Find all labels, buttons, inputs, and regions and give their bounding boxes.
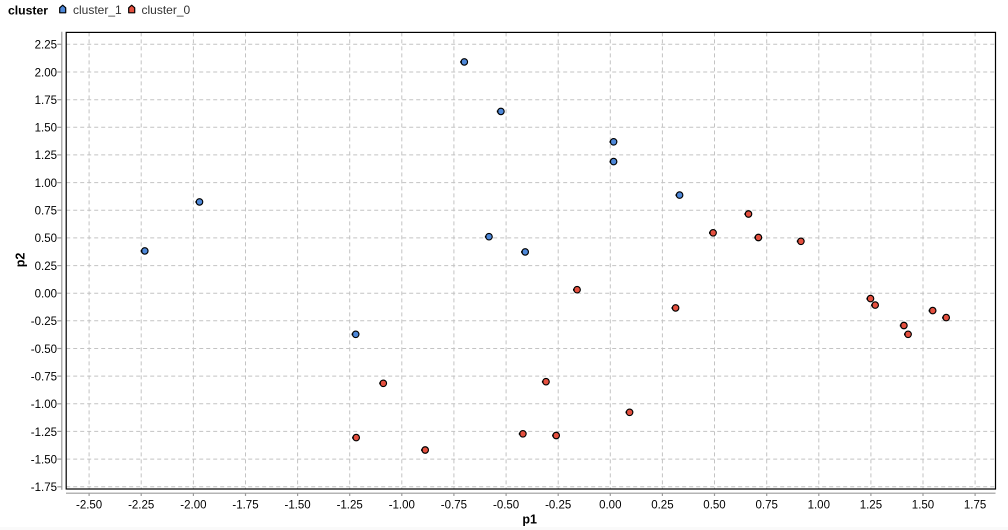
svg-text:-1.75: -1.75 (31, 482, 57, 494)
svg-text:-0.50: -0.50 (493, 500, 519, 512)
svg-text:-1.50: -1.50 (31, 454, 57, 466)
svg-text:1.75: 1.75 (35, 95, 57, 107)
svg-text:0.75: 0.75 (35, 206, 57, 218)
svg-text:1.25: 1.25 (860, 500, 882, 512)
svg-text:-2.50: -2.50 (76, 500, 102, 512)
svg-text:1.00: 1.00 (35, 178, 57, 190)
svg-text:-1.25: -1.25 (337, 500, 363, 512)
svg-text:1.00: 1.00 (808, 500, 830, 512)
svg-text:cluster_0: cluster_0 (142, 3, 191, 17)
svg-text:-1.00: -1.00 (31, 399, 57, 411)
svg-text:0.00: 0.00 (35, 289, 57, 301)
svg-text:p2: p2 (14, 253, 28, 268)
svg-text:-2.00: -2.00 (180, 500, 206, 512)
svg-text:1.50: 1.50 (35, 123, 57, 135)
svg-text:0.25: 0.25 (651, 500, 673, 512)
svg-text:0.75: 0.75 (756, 500, 778, 512)
svg-text:-0.25: -0.25 (545, 500, 571, 512)
svg-text:0.50: 0.50 (35, 233, 57, 245)
svg-text:-0.75: -0.75 (441, 500, 467, 512)
svg-text:0.25: 0.25 (35, 261, 57, 273)
svg-text:0.00: 0.00 (599, 500, 621, 512)
svg-text:-1.75: -1.75 (232, 500, 258, 512)
svg-text:cluster_1: cluster_1 (73, 3, 122, 17)
svg-text:0.50: 0.50 (703, 500, 725, 512)
svg-text:-2.25: -2.25 (128, 500, 154, 512)
svg-text:1.50: 1.50 (912, 500, 934, 512)
svg-text:2.25: 2.25 (35, 40, 57, 52)
svg-text:-0.50: -0.50 (31, 344, 57, 356)
svg-text:-1.50: -1.50 (284, 500, 310, 512)
svg-text:2.00: 2.00 (35, 67, 57, 79)
svg-text:cluster: cluster (8, 4, 48, 18)
svg-text:1.75: 1.75 (964, 500, 986, 512)
svg-text:1.25: 1.25 (35, 150, 57, 162)
svg-text:-0.25: -0.25 (31, 316, 57, 328)
svg-text:p1: p1 (522, 513, 537, 527)
svg-text:-1.25: -1.25 (31, 427, 57, 439)
svg-text:-1.00: -1.00 (389, 500, 415, 512)
svg-text:-0.75: -0.75 (31, 371, 57, 383)
